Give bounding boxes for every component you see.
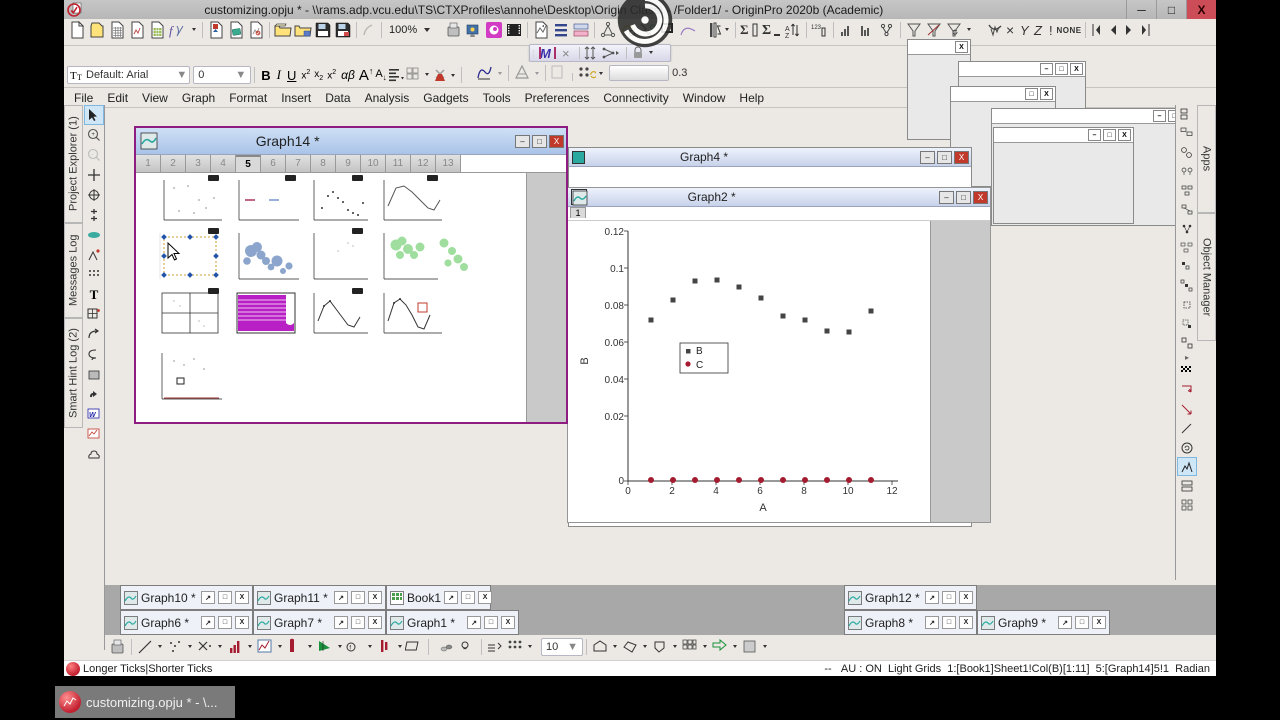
svg-text:Σ: Σ bbox=[762, 23, 771, 38]
svg-text:8: 8 bbox=[801, 486, 807, 497]
svg-text:-: - bbox=[91, 152, 93, 158]
svg-text:12: 12 bbox=[886, 486, 898, 497]
svg-text:+: + bbox=[91, 132, 95, 138]
svg-text:B: B bbox=[696, 346, 703, 357]
svg-text:Y: Y bbox=[1020, 23, 1030, 38]
svg-text:0.1: 0.1 bbox=[610, 264, 624, 275]
svg-text:6: 6 bbox=[757, 486, 763, 497]
svg-text:M: M bbox=[540, 46, 552, 61]
svg-text:0: 0 bbox=[618, 476, 624, 487]
svg-text:Z: Z bbox=[785, 33, 790, 40]
svg-text:2: 2 bbox=[669, 486, 675, 497]
svg-text:0.12: 0.12 bbox=[605, 227, 625, 238]
svg-text:B: B bbox=[579, 357, 591, 364]
svg-text:10: 10 bbox=[842, 486, 854, 497]
svg-text:Z: Z bbox=[1033, 23, 1043, 38]
svg-text:0.06: 0.06 bbox=[605, 338, 625, 349]
svg-text:×: × bbox=[562, 46, 570, 61]
svg-text:C: C bbox=[696, 360, 703, 371]
svg-text:T: T bbox=[77, 73, 82, 82]
svg-text:Σ: Σ bbox=[740, 22, 749, 37]
svg-text:!: ! bbox=[1049, 23, 1053, 38]
svg-text:f: f bbox=[169, 23, 175, 38]
svg-text:A: A bbox=[785, 26, 790, 33]
svg-text:0: 0 bbox=[625, 486, 631, 497]
svg-text:123: 123 bbox=[811, 25, 822, 31]
svg-text:4: 4 bbox=[713, 486, 719, 497]
svg-text:0.04: 0.04 bbox=[605, 375, 625, 386]
svg-text:0.08: 0.08 bbox=[605, 301, 625, 312]
svg-text:×: × bbox=[1006, 22, 1014, 38]
svg-text:T: T bbox=[70, 70, 77, 82]
svg-text:A: A bbox=[759, 502, 767, 514]
svg-text:0.02: 0.02 bbox=[605, 412, 625, 423]
